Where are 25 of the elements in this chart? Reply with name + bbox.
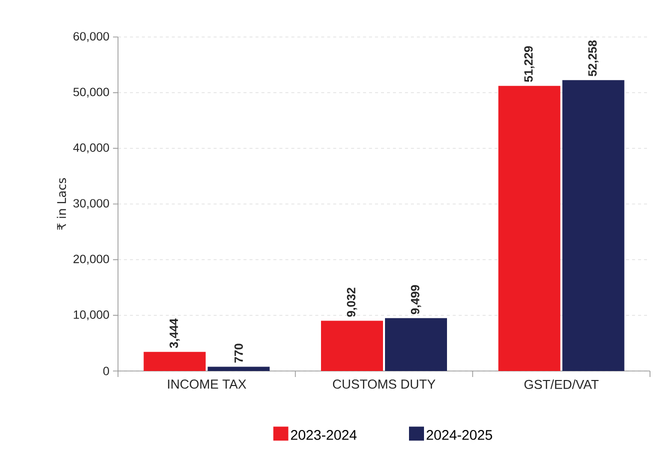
data-label: 52,258: [588, 40, 598, 76]
x-tick-label: GST/ED/VAT: [524, 380, 599, 390]
bar: [144, 352, 206, 371]
bar: [208, 366, 270, 371]
legend-label: 2023-2024: [291, 430, 357, 440]
y-tick-label: 0: [103, 366, 110, 376]
x-tick-label: CUSTOMS DUTY: [332, 380, 436, 389]
y-tick-label: 40,000: [73, 143, 110, 154]
y-tick-label: 10,000: [74, 310, 110, 320]
bar: [562, 80, 624, 371]
y-tick-label: 50,000: [73, 88, 110, 98]
data-label: 9,032: [346, 288, 358, 317]
bar: [385, 318, 447, 371]
bar: [498, 86, 560, 371]
y-tick-label: 20,000: [74, 254, 110, 265]
legend-label: 2024-2025: [426, 430, 492, 440]
data-label: 770: [234, 344, 243, 363]
y-tick-label: 60,000: [74, 32, 110, 42]
data-label: 51,229: [524, 46, 534, 82]
y-tick-label: 30,000: [73, 199, 110, 209]
x-tick-label: INCOME TAX: [168, 380, 246, 389]
data-label: 3,444: [170, 318, 180, 348]
y-axis-title: ₹ in Lacs: [56, 178, 66, 230]
bar: [321, 320, 384, 371]
data-label: 9,499: [410, 285, 422, 314]
